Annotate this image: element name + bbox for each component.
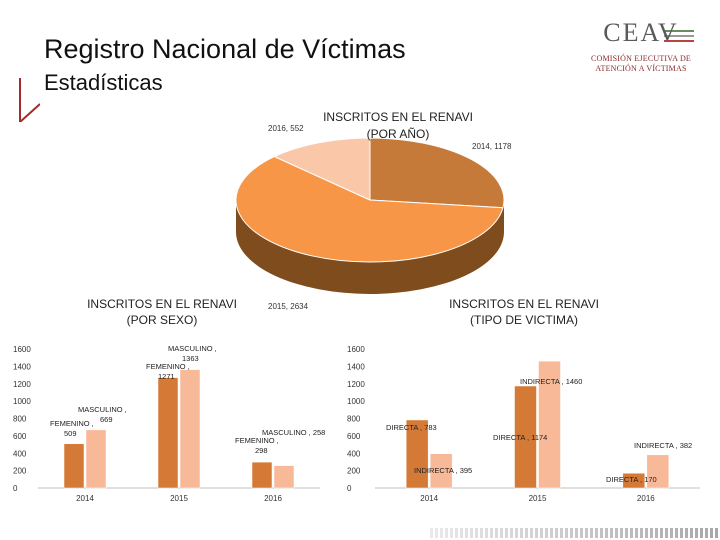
bar-chart-sexo-ytick-1200: 1200 [13,380,31,389]
bar-chart-tipo-bar-indirecta-2014 [429,453,453,489]
bar-chart-tipo-label-1-2: INDIRECTA , 382 [634,441,692,450]
pie-slice-2014 [369,137,505,209]
bar-chart-tipo-ytick-1200: 1200 [347,380,365,389]
bar-chart-tipo-xtick-2016: 2016 [637,494,655,503]
bar-chart-tipo-ytick-800: 800 [347,415,361,424]
bar-chart-tipo-bar-indirecta-2016 [646,454,670,489]
bar-chart-sexo-label-1-1-a: MASCULINO , [168,344,217,353]
bar-chart-tipo-ytick-400: 400 [347,449,361,458]
bar-chart-sexo-ytick-1400: 1400 [13,362,31,371]
bar-chart-tipo-label-1-0: INDIRECTA , 395 [414,466,472,475]
logo-line-2: ATENCIÓN A VÍCTIMAS [595,64,687,73]
bar-chart-sexo-label-0-2-b: 298 [255,446,268,455]
bar-chart-sexo-xtick-2014: 2014 [76,494,94,503]
bar-chart-tipo-ytick-1000: 1000 [347,397,365,406]
pie-slice-2016 [273,137,371,201]
bar-chart-tipo-ytick-600: 600 [347,432,361,441]
logo-line-1: COMISIÓN EJECUTIVA DE [590,54,692,63]
bar-chart-sexo-ytick-800: 800 [13,415,27,424]
bar-chart-sexo-title-line1: INSCRITOS EN EL RENAVI [87,297,237,311]
bar-chart-sexo-ytick-0: 0 [13,484,18,493]
pie-side-wall [236,200,504,294]
bar-chart-sexo-ytick-400: 400 [13,449,27,458]
pie-chart-title-line2: (POR AÑO) [367,127,430,141]
bar-chart-tipo-title-line1: INSCRITOS EN EL RENAVI [449,297,599,311]
page-title: Registro Nacional de Víctimas [44,34,406,64]
bottom-decor-strip [430,528,718,538]
bar-chart-sexo-bar-femenino-2015 [157,377,179,489]
bar-chart-tipo-title-line2: (TIPO DE VICTIMA) [470,313,578,327]
bar-chart-sexo-ytick-1000: 1000 [13,397,31,406]
bar-chart-tipo-label-1-1: INDIRECTA , 1460 [520,377,582,386]
bar-chart-sexo-ytick-600: 600 [13,432,27,441]
decorative-bracket [19,78,40,122]
bar-chart-tipo-xtick-2015: 2015 [529,494,547,503]
pie-label-2016: 2016, 552 [268,124,304,133]
flag-stripes-icon [664,30,694,42]
bar-chart-sexo-label-0-1-a: FEMENINO , [146,362,190,371]
bar-chart-tipo-bar-directa-2015 [514,385,537,489]
bar-chart-sexo-label-0-0-b: 509 [64,429,77,438]
bar-chart-tipo-bar-directa-2014 [405,419,429,489]
bar-chart-tipo-ytick-1400: 1400 [347,362,365,371]
bar-chart-sexo-label-1-0-a: MASCULINO , [78,405,127,414]
bar-chart-sexo-label-0-2-a: FEMENINO , [235,436,279,445]
ceav-logo: CEAV COMISIÓN EJECUTIVA DE ATENCIÓN A VÍ… [578,18,704,82]
bar-chart-sexo-xtick-2016: 2016 [264,494,282,503]
bar-chart-tipo-label-0-1: DIRECTA , 1174 [493,433,547,442]
bar-chart-sexo-label-1-2: MASCULINO , 258 [262,428,325,437]
bar-chart-sexo-label-0-1-b: 1271 [158,372,175,381]
bar-chart-tipo-ytick-0: 0 [347,484,352,493]
bar-chart-sexo-ytick-200: 200 [13,467,27,476]
page-subtitle: Estadísticas [44,70,163,95]
bar-chart-sexo-ytick-1600: 1600 [13,345,31,354]
bar-chart-tipo-label-0-0: DIRECTA , 783 [386,423,437,432]
bar-chart-sexo-bar-femenino-2016 [251,461,273,489]
bar-chart-sexo-bar-masculino-2015 [179,369,201,489]
bar-chart-sexo-label-1-1-b: 1363 [182,354,199,363]
bar-chart-sexo-bar-femenino-2014 [63,443,85,489]
bar-chart-tipo-ytick-1600: 1600 [347,345,365,354]
bar-chart-tipo-bar-directa-2016 [622,472,646,489]
pie-label-2014: 2014, 1178 [472,142,512,151]
pie-label-2015: 2015, 2634 [268,302,309,311]
bar-chart-sexo-title-line2: (POR SEXO) [127,313,198,327]
pie-chart-title-line1: INSCRITOS EN EL RENAVI [323,110,473,124]
bar-chart-sexo-bar-masculino-2014 [85,429,107,489]
bar-chart-sexo-label-1-0-b: 669 [100,415,113,424]
bar-chart-sexo-xtick-2015: 2015 [170,494,188,503]
bar-chart-tipo-label-0-2: DIRECTA , 170 [606,475,657,484]
bar-chart-sexo-bar-masculino-2016 [273,465,295,489]
logo-wordmark: CEAV [603,18,679,47]
bar-chart-tipo-ytick-200: 200 [347,467,361,476]
bar-chart-sexo-label-0-0-a: FEMENINO , [50,419,94,428]
bar-chart-tipo-bar-indirecta-2015 [538,360,561,489]
bar-chart-tipo-xtick-2014: 2014 [420,494,438,503]
pie-slice-2015 [235,156,504,263]
